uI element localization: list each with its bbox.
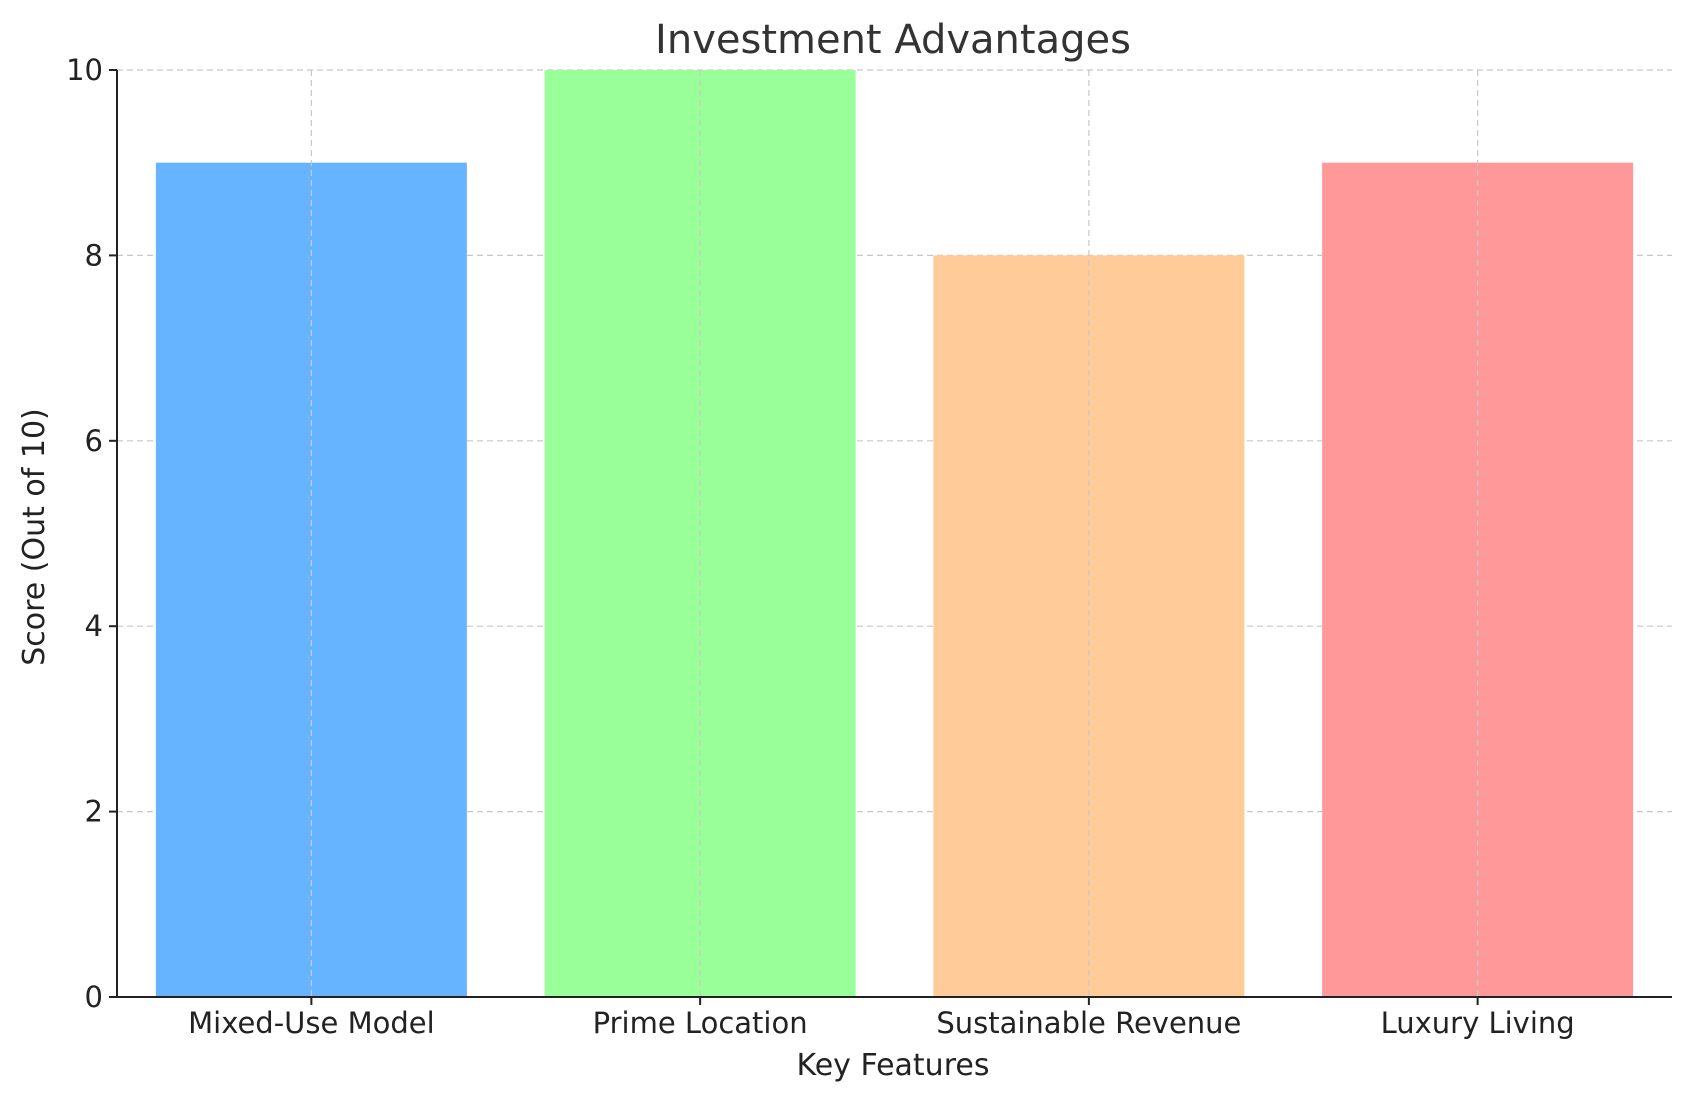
y-tick-label: 6 [85, 424, 103, 458]
y-tick-label: 8 [85, 238, 103, 272]
x-tick-label: Sustainable Revenue [936, 1006, 1241, 1040]
x-tick-label: Luxury Living [1381, 1006, 1575, 1040]
x-axis-label: Key Features [797, 1048, 990, 1083]
bar-layer [155, 70, 1634, 997]
x-tick-label: Prime Location [593, 1006, 808, 1040]
label-layer: Investment Advantages Key Features Score… [17, 17, 1131, 1083]
y-tick-label: 2 [85, 795, 103, 829]
y-axis-label: Score (Out of 10) [17, 408, 52, 666]
y-tick-label: 10 [66, 53, 103, 87]
y-tick-label: 4 [85, 609, 103, 643]
x-tick-label: Mixed-Use Model [188, 1006, 435, 1040]
axis-layer: 0 2 4 6 8 10 Mixed-Use Model Prime Location Sust… [66, 53, 1672, 1040]
y-tick-label: 0 [85, 980, 103, 1014]
chart-title: Investment Advantages [655, 17, 1131, 63]
